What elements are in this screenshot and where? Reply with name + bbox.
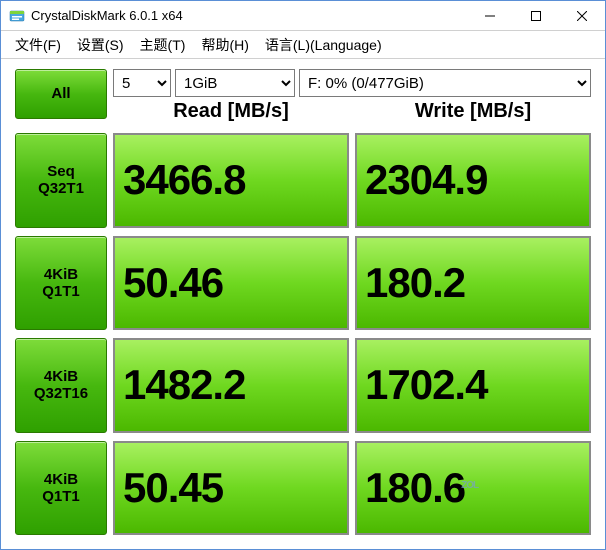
menu-help[interactable]: 帮助(H) xyxy=(193,31,256,59)
test-label: 4KiB xyxy=(44,368,78,385)
titlebar: CrystalDiskMark 6.0.1 x64 xyxy=(1,1,605,31)
menubar: 文件(F) 设置(S) 主题(T) 帮助(H) 语言(L)(Language) xyxy=(1,31,605,59)
4k-q1t1-2-write-result: 180.6ZOL xyxy=(355,441,591,536)
test-sublabel: Q32T16 xyxy=(34,385,88,402)
test-label: Seq xyxy=(47,163,75,180)
menu-settings[interactable]: 设置(S) xyxy=(69,31,132,59)
test-sublabel: Q32T1 xyxy=(38,180,84,197)
test-4k-q1t1-2-button[interactable]: 4KiB Q1T1 xyxy=(15,441,107,536)
window-title: CrystalDiskMark 6.0.1 x64 xyxy=(31,8,467,23)
runs-select[interactable]: 5 xyxy=(113,69,171,97)
write-header: Write [MB/s] xyxy=(355,97,591,125)
test-seq-button[interactable]: Seq Q32T1 xyxy=(15,133,107,228)
selects-row: 5 1GiB F: 0% (0/477GiB) xyxy=(113,69,591,97)
window-controls xyxy=(467,1,605,30)
seq-write-result: 2304.9 xyxy=(355,133,591,228)
4k-q1t1-read-result: 50.46 xyxy=(113,236,349,331)
read-header: Read [MB/s] xyxy=(113,97,349,125)
seq-read-result: 3466.8 xyxy=(113,133,349,228)
app-window: CrystalDiskMark 6.0.1 x64 文件(F) 设置(S) 主题… xyxy=(0,0,606,550)
test-label: 4KiB xyxy=(44,471,78,488)
test-4k-q1t1-button[interactable]: 4KiB Q1T1 xyxy=(15,236,107,331)
run-all-button[interactable]: All xyxy=(15,69,107,119)
test-sublabel: Q1T1 xyxy=(42,488,80,505)
4k-q1t1-2-read-result: 50.45 xyxy=(113,441,349,536)
drive-select[interactable]: F: 0% (0/477GiB) xyxy=(299,69,591,97)
size-select[interactable]: 1GiB xyxy=(175,69,295,97)
test-label: 4KiB xyxy=(44,266,78,283)
maximize-button[interactable] xyxy=(513,1,559,30)
test-sublabel: Q1T1 xyxy=(42,283,80,300)
menu-theme[interactable]: 主题(T) xyxy=(132,31,194,59)
menu-file[interactable]: 文件(F) xyxy=(7,31,69,59)
run-all-label: All xyxy=(51,85,70,102)
4k-q1t1-write-result: 180.2 xyxy=(355,236,591,331)
column-headers: Read [MB/s] Write [MB/s] xyxy=(113,97,591,125)
4k-q32t16-read-result: 1482.2 xyxy=(113,338,349,433)
test-4k-q32t16-button[interactable]: 4KiB Q32T16 xyxy=(15,338,107,433)
minimize-button[interactable] xyxy=(467,1,513,30)
menu-language[interactable]: 语言(L)(Language) xyxy=(257,31,390,59)
content-area: All 5 1GiB F: 0% (0/477GiB) Read [MB/s] xyxy=(1,59,605,549)
top-controls: 5 1GiB F: 0% (0/477GiB) Read [MB/s] Writ… xyxy=(113,69,591,125)
benchmark-grid: All 5 1GiB F: 0% (0/477GiB) Read [MB/s] xyxy=(15,69,591,535)
close-button[interactable] xyxy=(559,1,605,30)
app-icon xyxy=(9,8,25,24)
watermark: ZOL xyxy=(461,480,478,491)
4k-q32t16-write-result: 1702.4 xyxy=(355,338,591,433)
